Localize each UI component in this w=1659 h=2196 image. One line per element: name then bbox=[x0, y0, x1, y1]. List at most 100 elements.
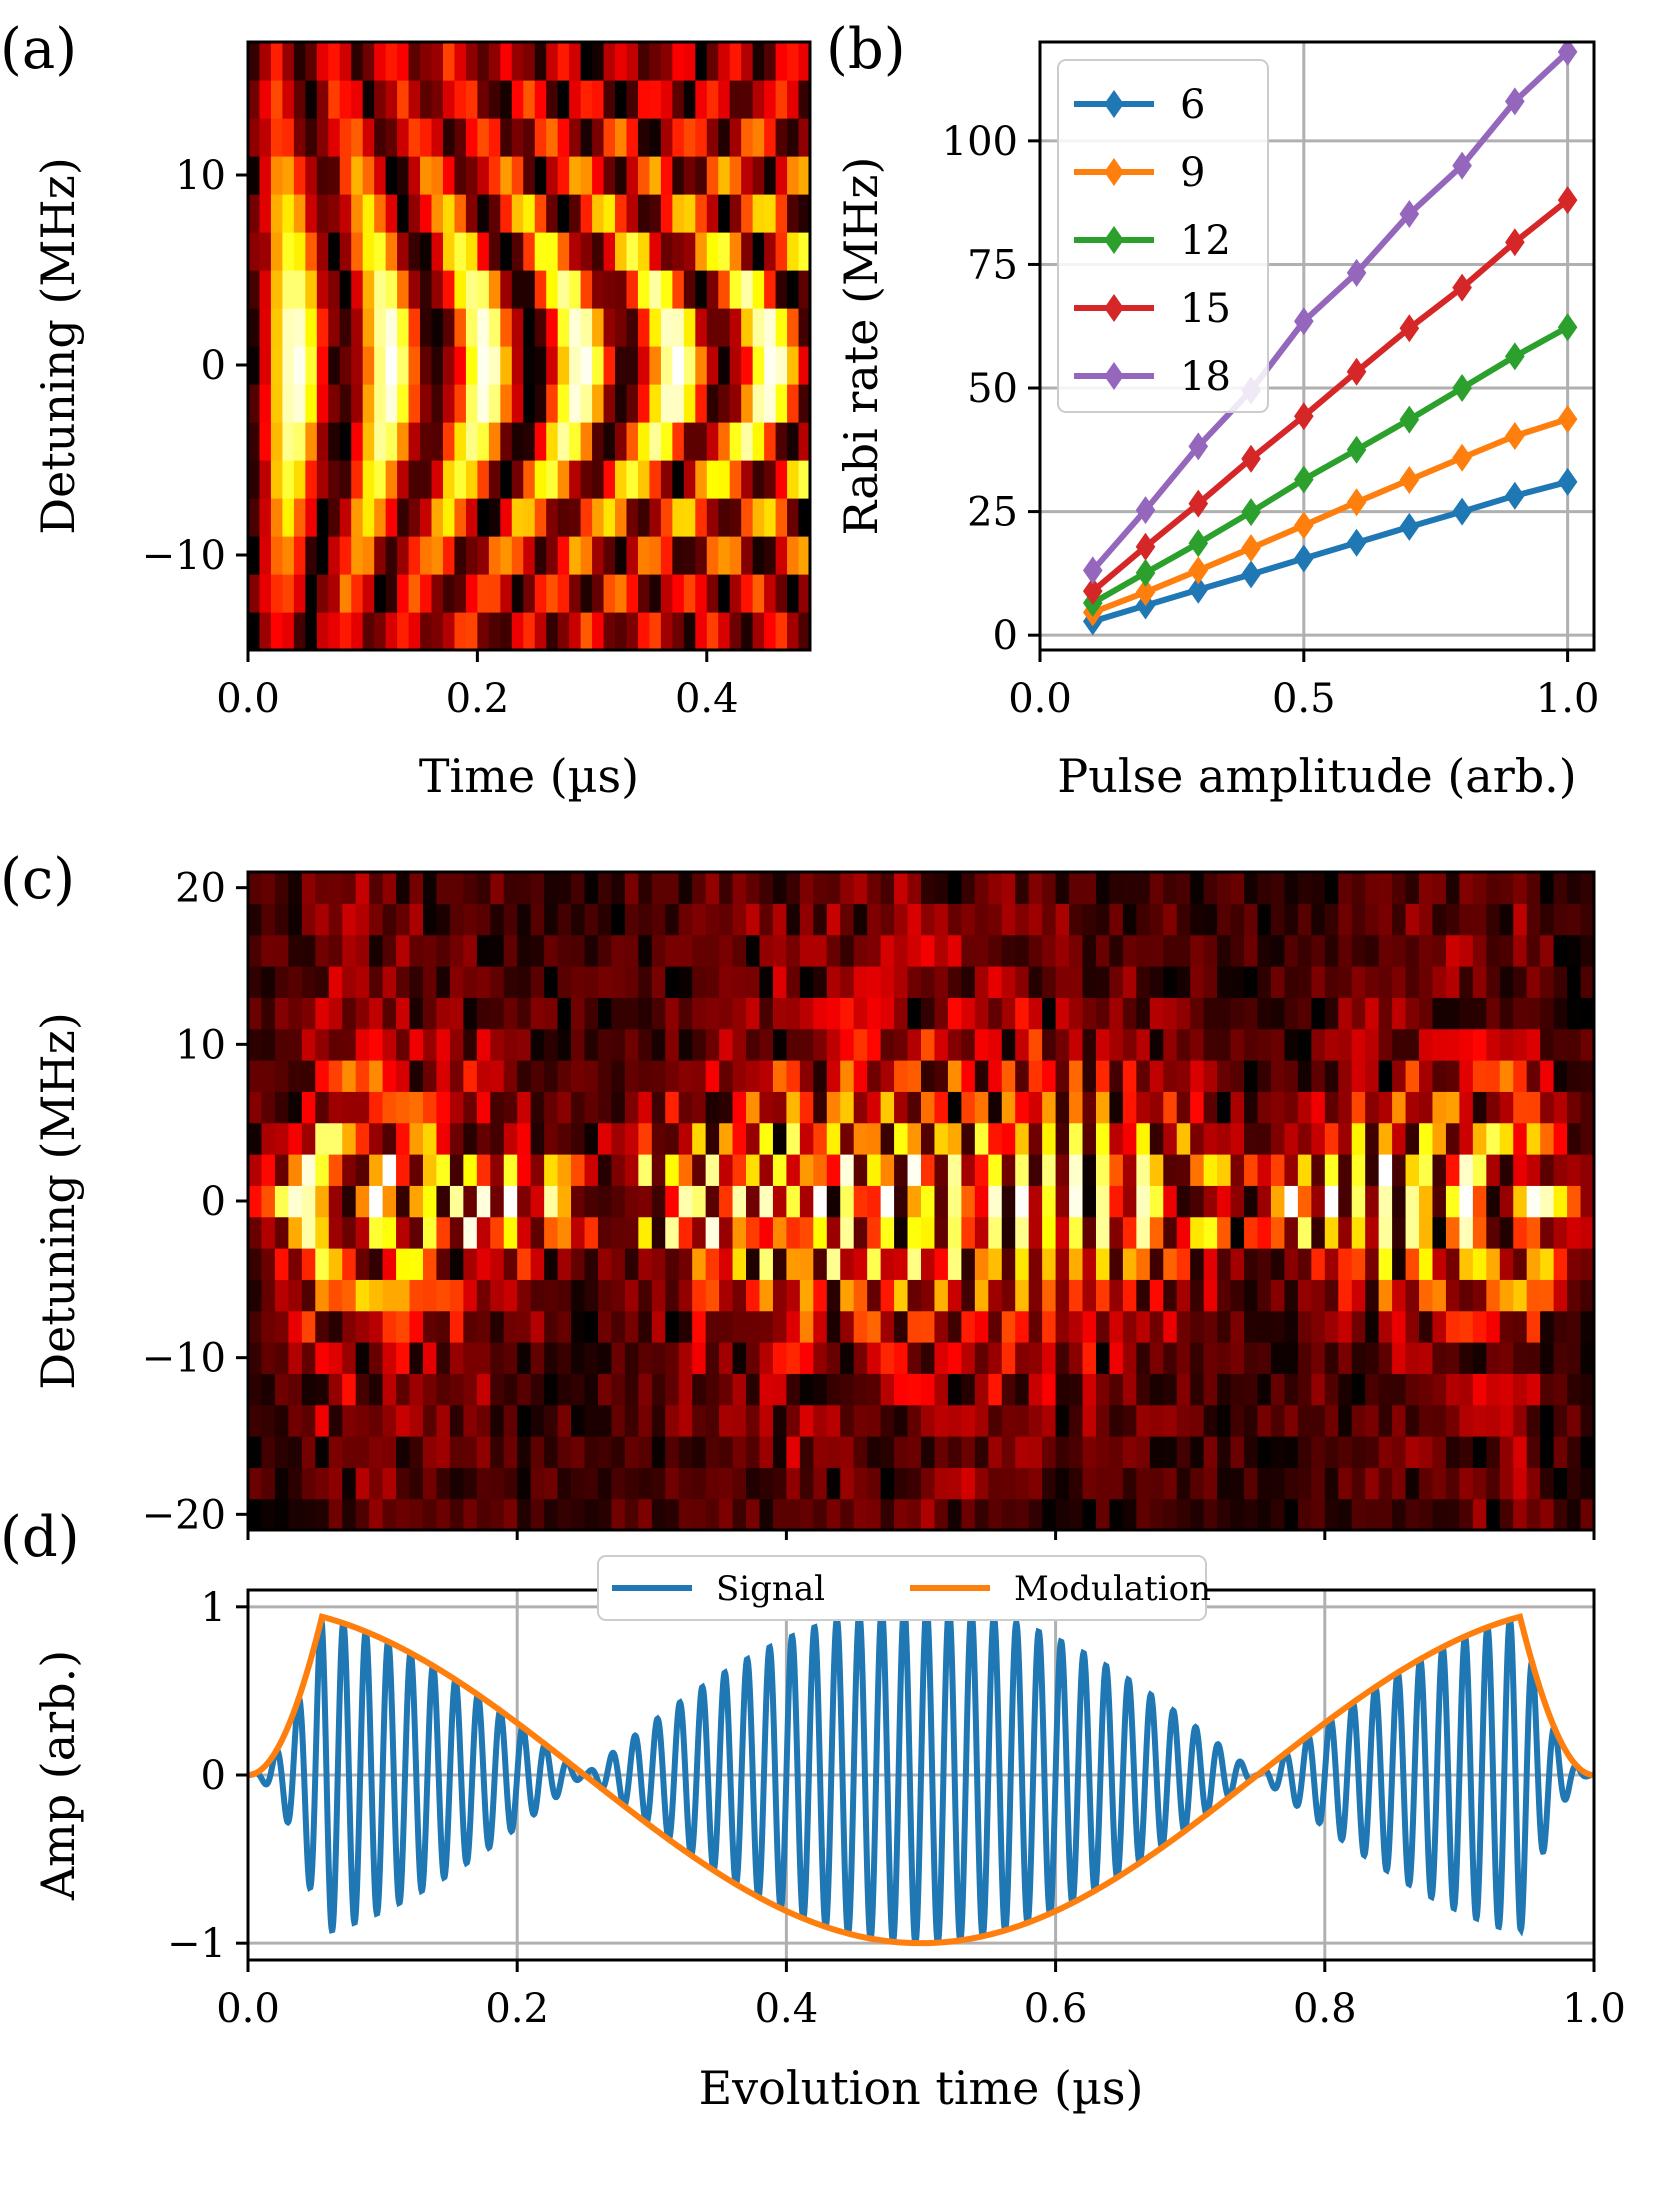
heatmap-cell bbox=[503, 934, 518, 967]
heatmap-cell bbox=[624, 934, 639, 967]
heatmap-cell bbox=[1082, 1310, 1097, 1343]
heatmap-cell bbox=[288, 934, 303, 967]
heatmap-cell bbox=[1365, 1310, 1380, 1343]
heatmap-cell bbox=[248, 1154, 263, 1186]
heatmap-cell bbox=[1001, 966, 1016, 998]
heatmap-cell bbox=[584, 1310, 599, 1343]
heatmap-cell bbox=[764, 118, 777, 157]
heatmap-cell bbox=[660, 42, 673, 81]
heatmap-cell bbox=[1270, 1028, 1286, 1061]
heatmap-cell bbox=[611, 1185, 626, 1218]
heatmap-cell bbox=[442, 232, 456, 271]
heatmap-cell bbox=[1257, 1342, 1272, 1374]
heatmap-cell bbox=[1351, 1122, 1366, 1155]
heatmap-cell bbox=[1432, 1310, 1447, 1343]
heatmap-cell bbox=[1244, 1216, 1259, 1249]
heatmap-cell bbox=[718, 460, 731, 499]
heatmap-cell bbox=[1499, 1404, 1514, 1437]
heatmap-cell bbox=[752, 384, 765, 423]
heatmap-cell bbox=[787, 346, 800, 385]
heatmap-cell bbox=[1540, 1279, 1555, 1312]
heatmap-cell bbox=[261, 1310, 276, 1343]
heatmap-cell bbox=[1365, 1091, 1380, 1124]
heatmap-cell bbox=[799, 903, 814, 936]
heatmap-cell bbox=[530, 1185, 545, 1218]
heatmap-cell bbox=[1149, 1091, 1164, 1124]
heatmap-cell bbox=[369, 1404, 384, 1437]
heatmap-cell bbox=[490, 966, 505, 998]
heatmap-cell bbox=[584, 1248, 599, 1280]
heatmap-cell bbox=[1163, 1279, 1178, 1312]
heatmap-cell bbox=[651, 1091, 666, 1124]
heatmap-cell bbox=[305, 156, 318, 195]
heatmap-cell bbox=[732, 903, 747, 936]
heatmap-cell bbox=[1499, 1060, 1514, 1092]
heatmap-cell bbox=[1486, 1248, 1501, 1280]
heatmap-cell bbox=[500, 118, 513, 157]
heatmap-cell bbox=[1297, 1216, 1312, 1249]
heatmap-cell bbox=[615, 308, 628, 347]
heatmap-cell bbox=[1284, 1248, 1299, 1280]
heatmap-cell bbox=[454, 498, 467, 537]
heatmap-cell bbox=[1486, 1091, 1501, 1124]
heatmap-cell bbox=[867, 1279, 882, 1312]
heatmap-cell bbox=[1378, 1467, 1393, 1500]
heatmap-cell bbox=[1297, 1122, 1312, 1155]
heatmap-cell bbox=[1365, 903, 1380, 936]
heatmap-cell bbox=[672, 346, 685, 385]
heatmap-cell bbox=[382, 1467, 397, 1500]
heatmap-cell bbox=[961, 1122, 976, 1155]
heatmap-cell bbox=[449, 1373, 464, 1406]
heatmap-cell bbox=[530, 1342, 545, 1374]
heatmap-cell bbox=[1082, 903, 1097, 936]
heatmap-cell bbox=[786, 903, 801, 936]
heatmap-cell bbox=[1513, 1185, 1528, 1218]
heatmap-cell bbox=[397, 574, 410, 613]
heatmap-cell bbox=[706, 498, 719, 537]
heatmap-cell bbox=[1055, 1248, 1070, 1280]
heatmap-cell bbox=[787, 118, 800, 157]
heatmap-cell bbox=[1419, 1248, 1434, 1280]
heatmap-cell bbox=[1055, 903, 1070, 936]
heatmap-cell bbox=[1459, 1216, 1474, 1249]
heatmap-cell bbox=[422, 1310, 438, 1343]
heatmap-cell bbox=[342, 1248, 357, 1280]
heatmap-cell bbox=[1244, 1310, 1259, 1343]
heatmap-cell bbox=[436, 1310, 451, 1343]
heatmap-cell bbox=[1163, 1216, 1178, 1249]
heatmap-cell bbox=[718, 118, 731, 157]
heatmap-cell bbox=[1311, 1373, 1326, 1406]
heatmap-cell bbox=[1284, 966, 1299, 998]
heatmap-cell bbox=[1459, 966, 1474, 998]
heatmap-cell bbox=[799, 1342, 814, 1374]
heatmap-cell bbox=[1365, 1279, 1380, 1312]
x-tick-label: 1.0 bbox=[1536, 676, 1600, 722]
heatmap-cell bbox=[603, 270, 616, 309]
heatmap-cell bbox=[463, 1154, 478, 1186]
heatmap-cell bbox=[274, 1498, 289, 1530]
heatmap-cell bbox=[362, 80, 375, 119]
heatmap-cell bbox=[603, 80, 616, 119]
heatmap-cell bbox=[477, 460, 490, 499]
panel-c-tag: (c) bbox=[0, 847, 75, 912]
heatmap-cell bbox=[759, 1467, 774, 1500]
heatmap-cell bbox=[1392, 1279, 1407, 1312]
heatmap-cell bbox=[261, 1216, 276, 1249]
heatmap-cell bbox=[1472, 1498, 1487, 1530]
heatmap-cell bbox=[826, 1028, 841, 1061]
heatmap-cell bbox=[798, 612, 810, 650]
heatmap-cell bbox=[584, 1091, 599, 1124]
heatmap-cell bbox=[523, 384, 536, 423]
heatmap-cell bbox=[1176, 1373, 1191, 1406]
heatmap-cell bbox=[396, 1154, 411, 1186]
heatmap-cell bbox=[1217, 1467, 1232, 1500]
heatmap-cell bbox=[409, 1498, 424, 1530]
heatmap-cell bbox=[746, 1028, 761, 1061]
heatmap-cell bbox=[385, 612, 398, 650]
heatmap-cell bbox=[638, 1060, 653, 1092]
heatmap-cell bbox=[672, 422, 685, 461]
heatmap-cell bbox=[385, 384, 398, 423]
heatmap-cell bbox=[342, 934, 357, 967]
heatmap-cell bbox=[490, 1404, 505, 1437]
heatmap-cell bbox=[840, 872, 855, 904]
